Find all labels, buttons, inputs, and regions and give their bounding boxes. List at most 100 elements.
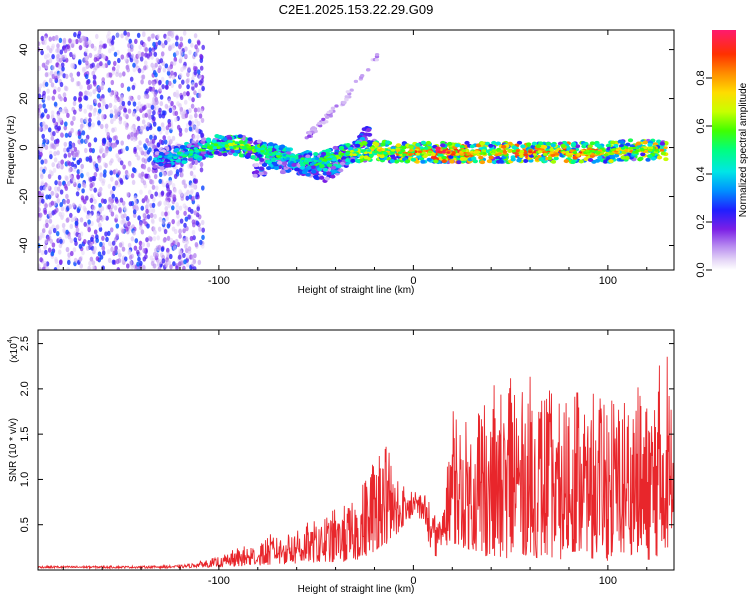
spectrogram-noise-cell — [95, 234, 99, 240]
spectrogram-noise-cell — [90, 193, 94, 199]
spectrogram-noise-cell — [199, 108, 204, 114]
spectrogram-noise-cell — [178, 205, 183, 211]
spectrogram-noise-cell — [126, 191, 130, 198]
spectrogram-signal-cell — [276, 160, 283, 165]
spectrogram-noise-cell — [41, 121, 46, 127]
spectrogram-noise-cell — [56, 198, 61, 204]
spectrogram-core-cell — [640, 148, 645, 152]
spectrogram-noise-cell — [182, 265, 186, 270]
spectrogram-noise-cell — [72, 166, 77, 172]
spectrogram-faint-branch-cell — [349, 88, 354, 92]
spectrogram-core-cell — [408, 149, 413, 152]
spectrogram-noise-cell — [101, 178, 106, 184]
spectrogram-noise-cell — [96, 93, 101, 99]
spectrogram-signal-cell — [531, 141, 538, 146]
spectrogram-signal-cell — [619, 140, 625, 145]
snr-x-tick-label: 0 — [410, 575, 416, 587]
spectrogram-noise-cell — [128, 38, 132, 44]
colorbar-ticks: 0.0 0.2 0.4 0.6 0.8 — [695, 70, 712, 278]
spectrogram-noise-cell — [113, 97, 118, 103]
spectrogram-noise-cell — [139, 147, 143, 153]
spectrogram-noise-cell — [73, 216, 78, 222]
spectrogram-signal-cell — [597, 155, 603, 160]
spectrogram-noise-cell — [111, 35, 116, 41]
spectrogram-y-tick-label: 20 — [18, 92, 30, 104]
colorbar-tick-label: 0.8 — [695, 70, 707, 85]
spectrogram-noise-cell — [88, 52, 93, 59]
spectrogram-noise-cell — [142, 163, 146, 170]
spectrogram-signal-cell — [291, 163, 297, 167]
spectrogram-noise-cell — [164, 206, 169, 212]
spectrogram-noise-cell — [62, 92, 67, 98]
spectrogram-noise-cell — [43, 244, 47, 250]
spectrogram-faint-branch-cell — [321, 121, 326, 125]
spectrogram-noise-cell — [137, 53, 141, 59]
spectrogram-noise-cell — [152, 110, 156, 116]
spectrogram-noise-cell — [164, 211, 168, 217]
spectrogram-noise-cell — [77, 81, 81, 87]
spectrogram-noise-cell — [142, 212, 146, 218]
spectrogram-core-cell — [195, 149, 200, 153]
spectrogram-noise-cell — [62, 39, 67, 46]
spectrogram-core-cell — [572, 151, 578, 155]
spectrogram-core-cell — [373, 150, 378, 154]
spectrogram-noise-cell — [159, 94, 164, 100]
spectrogram-y-tick-label: 0 — [18, 144, 30, 150]
spectrogram-noise-cell — [58, 181, 62, 187]
spectrogram-noise-cell — [166, 186, 170, 192]
spectrogram-noise-cell — [200, 117, 205, 123]
spectrogram-signal-cell — [379, 154, 385, 159]
spectrogram-noise-cell — [93, 172, 98, 178]
spectrogram-noise-cell — [90, 236, 94, 242]
spectrogram-core-cell — [153, 157, 158, 161]
spectrogram-noise-cell — [64, 132, 69, 138]
spectrogram-noise-cell — [191, 81, 195, 88]
spectrogram-signal-cell — [158, 151, 165, 156]
spectrogram-noise-cell — [161, 113, 166, 119]
spectrogram-noise-cell — [127, 42, 131, 49]
spectrogram-noise-cell — [174, 117, 178, 123]
spectrogram-noise-cell — [38, 212, 43, 218]
spectrogram-noise-cell — [79, 117, 84, 124]
spectrogram-x-axis: -100 0 100 — [62, 30, 648, 287]
spectrogram-noise-cell — [163, 139, 168, 145]
spectrogram-noise-cell — [96, 213, 100, 219]
spectrogram-noise-cell — [200, 219, 205, 226]
spectrogram-noise-cell — [68, 38, 72, 44]
spectrogram-core-cell — [408, 152, 413, 156]
spectrogram-noise-cell — [103, 43, 107, 49]
spectrogram-noise-cell — [116, 267, 121, 270]
spectrogram-signal-cell — [479, 141, 486, 146]
spectrogram-noise-cell — [157, 266, 161, 270]
spectrogram-noise-cell — [147, 36, 151, 42]
spectrogram-noise-cell — [194, 159, 198, 165]
spectrogram-noise-cell — [162, 126, 166, 132]
spectrogram-noise-cell — [84, 56, 88, 62]
spectrogram-noise-cell — [96, 53, 100, 59]
spectrogram-noise-cell — [175, 169, 180, 175]
spectrogram-noise-cell — [70, 120, 74, 126]
spectrogram-signal-cell — [550, 159, 557, 164]
colorbar-tick-label: 0.6 — [695, 118, 707, 133]
spectrogram-noise-cell — [59, 49, 64, 55]
spectrogram-noise-cell — [184, 205, 188, 211]
spectrogram-secondary-trace-cell — [252, 173, 258, 178]
spectrogram-noise-cell — [151, 143, 156, 150]
spectrogram-noise-cell — [189, 190, 194, 196]
spectrogram-noise-cell — [154, 62, 158, 68]
spectrogram-noise-cell — [193, 178, 198, 184]
spectrogram-noise-cell — [130, 135, 134, 141]
spectrogram-noise-cell — [69, 238, 74, 244]
spectrogram-noise-cell — [101, 113, 105, 120]
spectrogram-noise-cell — [183, 183, 188, 189]
spectrogram-noise-cell — [91, 62, 95, 68]
spectrogram-noise-cell — [178, 131, 183, 137]
spectrogram-core-cell — [242, 146, 247, 149]
spectrogram-noise-cell — [178, 228, 183, 234]
spectrogram-signal-cell — [257, 153, 263, 158]
spectrogram-noise-cell — [88, 83, 93, 90]
spectrogram-noise-cell — [177, 261, 182, 267]
spectrogram-core-cell — [345, 152, 351, 155]
spectrogram-noise-cell — [46, 114, 50, 120]
spectrogram-core-cell — [260, 151, 265, 155]
